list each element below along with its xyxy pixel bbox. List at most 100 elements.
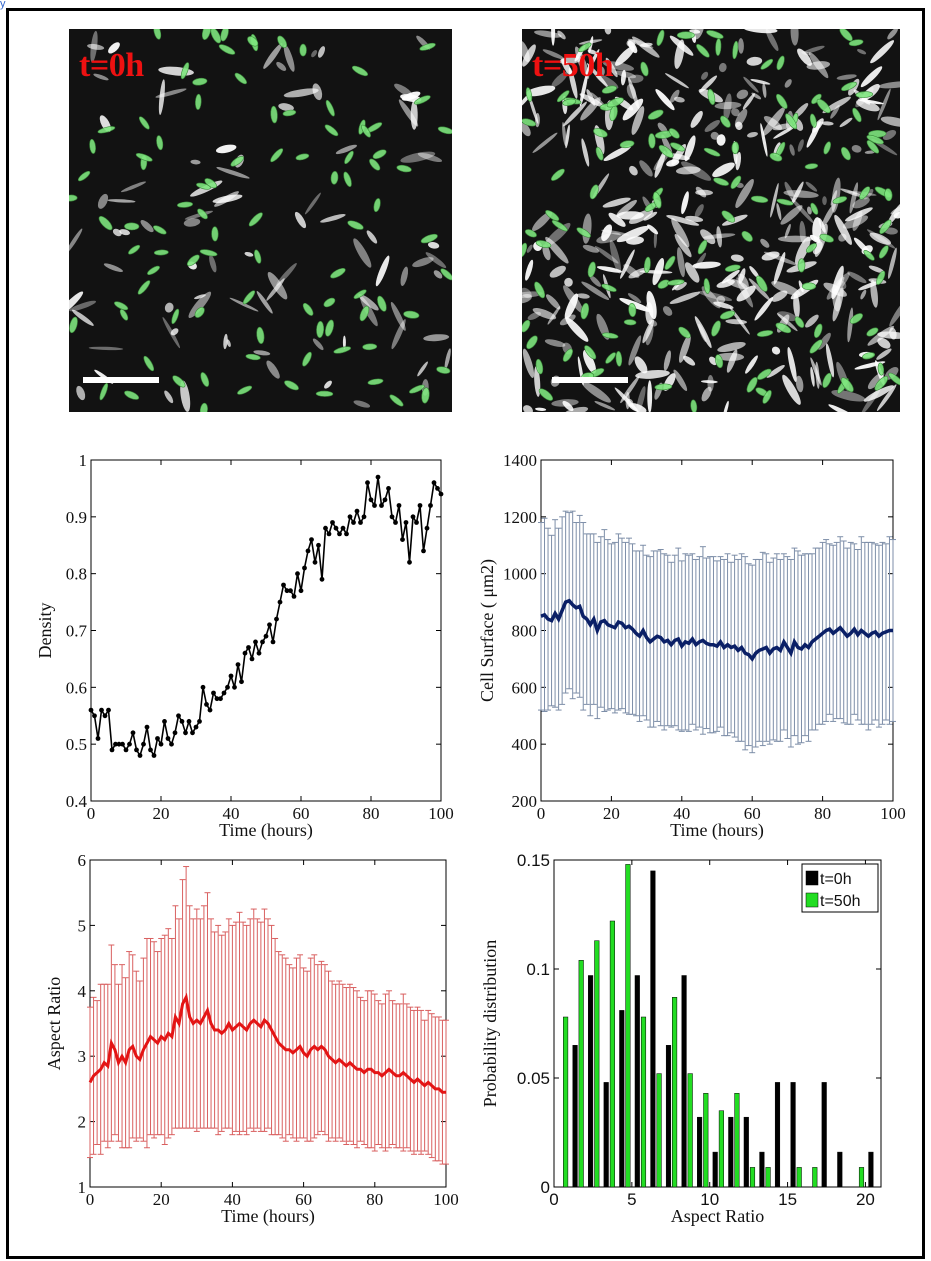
density-point — [260, 639, 265, 645]
cell-body — [263, 43, 283, 69]
nucleus-ellipse — [369, 158, 381, 171]
nucleus-ellipse — [69, 194, 78, 202]
density-point — [358, 520, 363, 525]
cell-body — [596, 266, 623, 273]
nucleus-ellipse — [840, 377, 854, 393]
x-tick-label: 80 — [363, 804, 380, 823]
cell-body — [635, 369, 670, 379]
nucleus-ellipse — [396, 164, 412, 173]
cell-body — [716, 352, 745, 361]
nucleus-ellipse — [256, 326, 265, 344]
nucleus-ellipse — [403, 310, 420, 319]
cell-body — [701, 386, 712, 402]
density-point — [106, 707, 111, 713]
density-point — [109, 747, 115, 753]
cell-body — [678, 334, 691, 363]
cell-body — [805, 181, 818, 192]
cell-body — [695, 189, 713, 196]
cell-body — [821, 121, 834, 126]
cell-body — [692, 261, 721, 269]
cell-body — [628, 209, 653, 225]
cell-body — [863, 385, 894, 402]
density-point — [249, 656, 255, 662]
cell-body — [522, 348, 535, 378]
nucleus-ellipse — [615, 351, 623, 367]
cell-body — [535, 407, 547, 411]
cell-body — [563, 406, 589, 412]
nucleus-ellipse — [640, 61, 649, 77]
nucleus-ellipse — [776, 55, 785, 71]
density-point — [228, 673, 234, 679]
cell-body — [358, 293, 379, 311]
cell-body — [632, 36, 660, 58]
cell-body — [683, 355, 696, 366]
cell-body — [754, 297, 774, 321]
nucleus-ellipse — [750, 195, 769, 203]
nucleus-ellipse — [756, 275, 768, 292]
cell-body — [887, 29, 898, 40]
cell-body — [671, 217, 690, 248]
density-point — [186, 719, 192, 724]
cell-body — [561, 58, 573, 76]
cell-body — [575, 46, 590, 79]
bar-t0h — [665, 1045, 672, 1188]
cell-body — [579, 72, 588, 107]
cell-body — [654, 150, 666, 178]
density-point — [239, 679, 244, 685]
cell-body — [581, 381, 611, 403]
nucleus-ellipse — [211, 226, 219, 242]
cell-body — [880, 116, 900, 127]
density-point — [407, 559, 412, 565]
nucleus-ellipse — [878, 245, 889, 259]
bar-t0h — [697, 1116, 703, 1188]
nucleus-ellipse — [652, 191, 662, 209]
nucleus-ellipse — [667, 279, 685, 286]
nucleus-ellipse — [647, 109, 664, 120]
nucleus-ellipse — [732, 40, 739, 60]
nucleus-ellipse — [98, 216, 113, 231]
cell-body — [674, 233, 692, 258]
cell-body — [645, 324, 654, 346]
density-point — [323, 525, 328, 531]
nucleus-ellipse — [420, 233, 438, 244]
scale-bar-left — [83, 377, 159, 383]
density-point — [246, 645, 251, 650]
cell-body — [108, 42, 120, 54]
nucleus-ellipse — [551, 220, 568, 232]
nucleus-ellipse — [678, 326, 691, 339]
cell-body — [366, 230, 378, 244]
nucleus-ellipse — [810, 202, 819, 215]
cell-body — [748, 278, 771, 301]
y-axis-label: Cell Surface ( μm2) — [477, 559, 498, 702]
density-point — [281, 582, 286, 588]
nucleus-ellipse — [153, 249, 169, 256]
cell-body — [747, 131, 758, 138]
cell-body — [216, 167, 250, 179]
density-point — [225, 684, 230, 690]
y-tick-label: 4 — [78, 982, 87, 1001]
cell-body — [526, 244, 533, 253]
density-point — [333, 525, 339, 531]
cell-body — [858, 281, 880, 291]
density-point — [204, 702, 209, 707]
density-point — [372, 503, 377, 508]
cell-body — [736, 89, 749, 100]
y-tick-label: 1200 — [503, 508, 537, 527]
cell-body — [276, 61, 287, 71]
cell-body — [266, 360, 280, 379]
nucleus-ellipse — [580, 302, 590, 320]
cell-body — [836, 74, 857, 80]
nucleus-ellipse — [535, 358, 544, 375]
cell-body — [876, 384, 897, 412]
nucleus-ellipse — [325, 319, 334, 337]
y-axis-label: Probability distribution — [480, 940, 500, 1108]
cell-body — [674, 281, 687, 291]
nucleus-ellipse — [361, 124, 371, 138]
cell-body — [601, 224, 613, 242]
nucleus-ellipse — [703, 278, 711, 294]
density-point — [284, 588, 290, 594]
nucleus-ellipse — [840, 146, 851, 161]
density-point — [389, 514, 395, 520]
cell-body — [564, 293, 579, 320]
nucleus-ellipse — [347, 220, 364, 230]
